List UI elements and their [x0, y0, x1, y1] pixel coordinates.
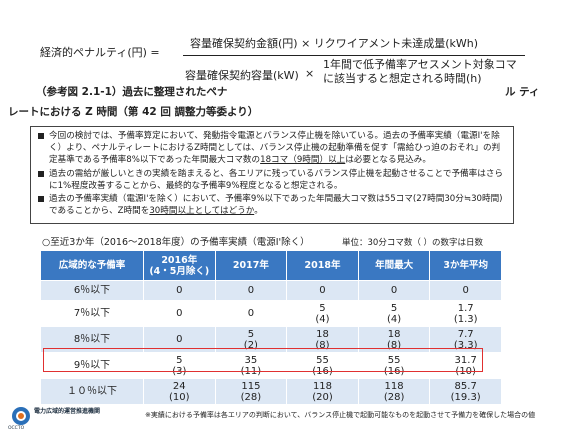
- table-row: 6％以下 0 0 0 0 0: [40, 280, 502, 301]
- table-cell: 0: [143, 300, 216, 327]
- formula-lhs: 経済的ペナルティ(円) =: [40, 46, 160, 59]
- bullet: 過去の予備率実績（電源Ⅰ'を除く）において、予備率9%以下であった年間最大コマ数…: [37, 193, 507, 217]
- count: 85.7: [454, 380, 477, 392]
- header-cell: 広域的な予備率: [40, 250, 144, 281]
- count: 0: [247, 285, 255, 296]
- bullet: 今回の検討では、予備率算定において、発動指令電源とバランス停止機を除いている。過…: [37, 130, 507, 167]
- table-cell: 5 (4): [357, 300, 431, 327]
- count: 24: [172, 380, 186, 392]
- header-cell: 2017年: [214, 250, 288, 281]
- count: 1.7: [457, 302, 474, 314]
- table-cell: 35 (11): [214, 352, 288, 379]
- table-unit: 単位：30分コマ数（ ）の数字は日数: [342, 238, 484, 248]
- table-cell: 118 (28): [357, 378, 431, 405]
- count: 0: [319, 285, 326, 296]
- formula-times: ×: [305, 67, 315, 80]
- caption-2: レートにおける Z 時間（第 42 回 調整力等委より）: [8, 106, 259, 118]
- bullet-text-end: 。: [254, 206, 263, 217]
- days: (4): [386, 313, 402, 325]
- table-cell: 0: [357, 280, 431, 301]
- days: (19.3): [450, 391, 481, 403]
- formula-numerator: 容量確保契約金額(円) × リクワイアメント未達成量(kWh): [190, 37, 479, 50]
- count: 0: [176, 285, 183, 296]
- bullet-text: 今回の検討では、予備率算定において、発動指令電源とバランス停止機を除いている。過…: [49, 131, 501, 166]
- count: 118: [312, 380, 333, 392]
- bullet-emphasis: 18コマ（9時間）以上: [260, 155, 346, 166]
- formula-denominator-2: 1年間で低予備率アセスメント対象コマに該当すると想定される時間(h): [323, 58, 517, 85]
- bullet-text-end: は必要となる見込み。: [345, 155, 431, 166]
- count: 18: [387, 328, 401, 340]
- days: (2): [243, 339, 258, 351]
- days: (8): [315, 339, 330, 351]
- highlight-box: [43, 348, 483, 372]
- table-cell: 1.7 (1.3): [429, 300, 502, 327]
- count: 35: [244, 354, 258, 366]
- count: 0: [176, 308, 183, 319]
- table-cell: 115 (28): [214, 378, 288, 405]
- table: 広域的な予備率 2016年 (4・5月除く) 2017年 2018年 年間最大 3か年平均…: [40, 250, 502, 405]
- header-cell: 2016年 (4・5月除く): [143, 250, 216, 281]
- count: 5: [319, 302, 326, 314]
- days: (10): [169, 391, 190, 403]
- table-cell: 85.7 (19.3): [429, 378, 502, 405]
- count: 5: [247, 328, 255, 340]
- days: (4): [315, 313, 330, 325]
- days: (8): [386, 339, 402, 351]
- table-cell: 0: [214, 300, 288, 327]
- count: 5: [390, 302, 398, 314]
- row-label: 6％以下: [40, 280, 144, 301]
- table-cell: 0: [214, 280, 288, 301]
- header-cell: 年間最大: [357, 250, 431, 281]
- formula-denominator-1: 容量確保契約容量(kW): [185, 69, 299, 82]
- count: 0: [176, 334, 183, 345]
- caption-1: （参考図 2.1-1）過去に整理されたペナ: [36, 86, 228, 98]
- days: (28): [240, 391, 262, 403]
- table-row: 9％以下 5 (3) 35 (11) 55 (16) 55 (16) 31.7 (10): [40, 352, 502, 379]
- summary-box: 今回の検討では、予備率算定において、発動指令電源とバランス停止機を除いている。過…: [30, 126, 514, 224]
- table-title: ○至近3か年（2016～2018年度）の予備率実績（電源Ⅰ'除く）: [42, 237, 310, 248]
- table-cell: 55 (16): [286, 352, 359, 379]
- days: (1.3): [453, 313, 478, 325]
- footnote: ※実績における予備率は各エリアの判断において、バランス停止機で起動可能なものを起…: [145, 411, 536, 419]
- row-label: １０％以下: [40, 378, 144, 405]
- header-cell: 2018年: [286, 250, 359, 281]
- bullet: 過去の需給が厳しいときの実績を踏まえると、各エリアに残っているバランス停止機を起…: [37, 168, 507, 192]
- logo-abbr: OCCTO: [8, 426, 25, 431]
- header-cell: 3か年平均: [429, 250, 502, 281]
- days: (28): [383, 391, 405, 403]
- count: 55: [316, 354, 329, 366]
- caption-1-end: ル ティ: [505, 86, 540, 98]
- days: (3.3): [453, 339, 478, 351]
- bullet-text: 過去の需給が厳しいときの実績を踏まえると、各エリアに残っているバランス停止機を起…: [49, 168, 504, 191]
- table-row: 7％以下 0 0 5 (4) 5 (4) 1.7 (1.3): [40, 300, 502, 327]
- table-row: １０％以下 24 (10) 115 (28) 118 (20) 118 (28) 85.7 (19.…: [40, 378, 502, 405]
- table-cell: 5 (4): [286, 300, 359, 327]
- count: 0: [247, 308, 255, 319]
- table-cell: 0: [143, 280, 216, 301]
- count: 18: [316, 328, 329, 340]
- count: 0: [390, 285, 398, 296]
- count: 31.7: [454, 354, 477, 366]
- table-cell: 5 (3): [143, 352, 216, 379]
- table-cell: 0: [286, 280, 359, 301]
- count: 115: [241, 380, 261, 392]
- table-cell: 0: [429, 280, 502, 301]
- table-cell: 118 (20): [286, 378, 359, 405]
- row-label: 7％以下: [40, 300, 144, 327]
- logo-icon: [12, 407, 30, 425]
- count: 118: [384, 380, 404, 392]
- table-cell: 24 (10): [143, 378, 216, 405]
- bullet-emphasis: 30時間以上としてはどうか: [149, 206, 255, 217]
- fraction-line: [183, 55, 525, 56]
- bullet-text: 過去の予備率実績（電源Ⅰ'を除く）において、予備率9%以下であった年間最大コマ数…: [49, 194, 503, 217]
- count: 7.7: [457, 328, 474, 340]
- count: 0: [462, 285, 469, 296]
- count: 55: [387, 354, 401, 366]
- logo-name: 電力広域的運営推進機関: [34, 408, 101, 415]
- days: (20): [312, 391, 333, 403]
- count: 5: [176, 354, 183, 366]
